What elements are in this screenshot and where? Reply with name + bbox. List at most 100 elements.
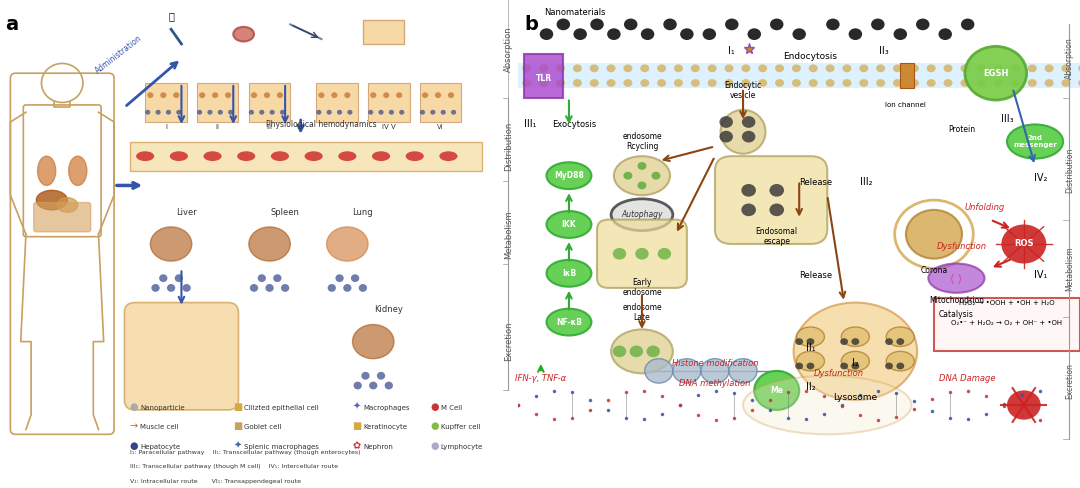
- Ellipse shape: [57, 198, 78, 212]
- Circle shape: [316, 110, 322, 115]
- Text: escape: escape: [764, 237, 791, 246]
- Text: Absorption: Absorption: [504, 26, 513, 72]
- Text: Endosomal: Endosomal: [756, 227, 798, 236]
- Circle shape: [590, 79, 598, 87]
- Circle shape: [572, 79, 582, 87]
- Circle shape: [159, 274, 167, 282]
- Ellipse shape: [796, 351, 824, 371]
- Circle shape: [807, 338, 814, 345]
- Text: Dysfunction: Dysfunction: [937, 242, 987, 251]
- Text: III₁: III₁: [524, 119, 537, 129]
- Circle shape: [281, 284, 289, 292]
- Ellipse shape: [841, 327, 869, 346]
- Circle shape: [909, 64, 919, 72]
- Circle shape: [977, 64, 986, 72]
- Circle shape: [635, 248, 649, 260]
- Circle shape: [448, 92, 454, 98]
- Circle shape: [573, 28, 586, 40]
- Circle shape: [663, 19, 677, 30]
- Circle shape: [270, 110, 274, 115]
- Circle shape: [637, 182, 647, 189]
- Text: endosome: endosome: [622, 303, 662, 312]
- Circle shape: [725, 79, 733, 87]
- Text: II₁: II₁: [806, 344, 815, 353]
- Circle shape: [842, 64, 851, 72]
- Circle shape: [1028, 79, 1037, 87]
- Ellipse shape: [611, 199, 673, 231]
- Text: VI: VI: [437, 124, 444, 130]
- Circle shape: [343, 284, 351, 292]
- Text: Release: Release: [799, 271, 833, 280]
- Circle shape: [719, 131, 733, 142]
- Bar: [934, 298, 1080, 351]
- Circle shape: [640, 64, 649, 72]
- Circle shape: [961, 19, 974, 30]
- FancyBboxPatch shape: [124, 303, 239, 410]
- Circle shape: [707, 64, 717, 72]
- Circle shape: [276, 92, 283, 98]
- Text: vesicle: vesicle: [730, 91, 756, 100]
- Circle shape: [556, 64, 565, 72]
- Circle shape: [658, 248, 671, 260]
- FancyBboxPatch shape: [597, 220, 687, 288]
- Text: III₂: III₂: [861, 178, 873, 187]
- Bar: [420, 83, 461, 122]
- Circle shape: [383, 92, 389, 98]
- Text: Catalysis: Catalysis: [939, 310, 974, 319]
- Circle shape: [591, 19, 604, 30]
- Ellipse shape: [352, 325, 394, 359]
- Circle shape: [337, 110, 342, 115]
- Text: a: a: [5, 15, 18, 34]
- Circle shape: [435, 92, 441, 98]
- Circle shape: [175, 274, 183, 282]
- Circle shape: [754, 371, 799, 410]
- Text: ■: ■: [352, 422, 362, 431]
- Circle shape: [1078, 64, 1080, 72]
- Circle shape: [1062, 79, 1070, 87]
- Text: endosome: endosome: [622, 132, 662, 141]
- Circle shape: [556, 79, 565, 87]
- Text: V₁: Intracellular route       VI₁: Transappendegeal route: V₁: Intracellular route VI₁: Transappend…: [130, 479, 300, 484]
- Circle shape: [377, 372, 386, 380]
- Circle shape: [825, 64, 835, 72]
- Text: Nephron: Nephron: [363, 444, 393, 450]
- Circle shape: [1044, 64, 1054, 72]
- Circle shape: [657, 64, 666, 72]
- Text: DNA Damage: DNA Damage: [940, 374, 996, 383]
- Circle shape: [384, 382, 393, 389]
- Text: H₂O₂ → •OOH + •OH + H₂O: H₂O₂ → •OOH + •OH + H₂O: [959, 300, 1055, 306]
- Ellipse shape: [136, 151, 154, 161]
- Bar: [248, 83, 291, 122]
- Text: ⟨ ⟩: ⟨ ⟩: [950, 273, 962, 283]
- Circle shape: [345, 92, 350, 98]
- Text: III₃: III₃: [1001, 114, 1013, 124]
- Circle shape: [273, 274, 282, 282]
- Circle shape: [944, 79, 953, 87]
- Text: ●: ●: [430, 441, 438, 451]
- Text: Autophagy: Autophagy: [621, 210, 663, 219]
- Ellipse shape: [887, 327, 915, 346]
- Circle shape: [539, 64, 549, 72]
- Circle shape: [792, 79, 801, 87]
- Circle shape: [640, 28, 654, 40]
- Text: b: b: [524, 15, 538, 34]
- Circle shape: [960, 79, 970, 87]
- Circle shape: [167, 284, 175, 292]
- Text: Nanoparticle: Nanoparticle: [140, 405, 185, 411]
- Circle shape: [378, 110, 383, 115]
- Bar: [518, 63, 1080, 88]
- Circle shape: [809, 79, 818, 87]
- Circle shape: [370, 92, 376, 98]
- Text: Metabolism: Metabolism: [504, 210, 513, 259]
- Text: I₁: Paracellular pathway    II₁: Transcellular pathway (though enterocytes): I₁: Paracellular pathway II₁: Transcellu…: [130, 450, 360, 455]
- Ellipse shape: [326, 227, 368, 261]
- Text: Early: Early: [632, 279, 651, 287]
- Bar: [901, 63, 915, 88]
- Circle shape: [842, 79, 851, 87]
- Circle shape: [207, 110, 213, 115]
- Circle shape: [228, 110, 233, 115]
- Circle shape: [876, 64, 886, 72]
- Text: ✦: ✦: [233, 441, 242, 451]
- Circle shape: [795, 338, 804, 345]
- Text: O₂•⁻ + H₂O₂ → O₂ + OH⁻ + •OH: O₂•⁻ + H₂O₂ → O₂ + OH⁻ + •OH: [951, 320, 1063, 325]
